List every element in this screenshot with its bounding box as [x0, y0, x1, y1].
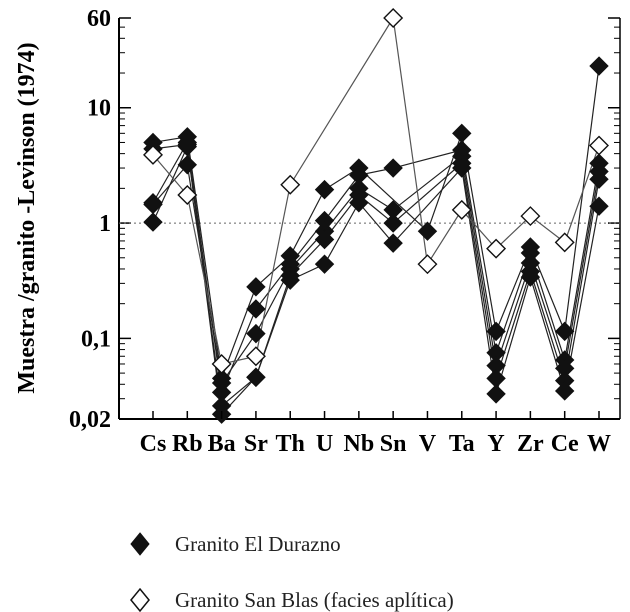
x-tick-label: Zr	[517, 431, 544, 457]
x-tick-label: W	[587, 431, 611, 457]
y-tick-label: 10	[87, 96, 111, 122]
y-tick-label: 0,1	[81, 326, 111, 352]
data-point-filled-diamond	[246, 323, 266, 344]
x-tick-label: V	[419, 431, 437, 457]
y-axis: 60 10 1 0,1 0,02	[69, 6, 620, 433]
data-point-open-diamond	[520, 206, 541, 227]
data-point-filled-diamond	[589, 196, 609, 216]
data-point-filled-diamond	[452, 158, 472, 178]
data-point-open-diamond	[383, 8, 404, 28]
legend-marker-filled-diamond	[130, 532, 150, 556]
data-point-filled-diamond	[589, 56, 609, 76]
data-point-filled-diamond	[349, 193, 369, 213]
data-point-filled-diamond	[554, 321, 575, 342]
data-point-open-diamond	[589, 135, 609, 156]
legend-marker-open-diamond	[130, 587, 150, 612]
series-layer	[143, 8, 609, 424]
data-point-open-diamond	[486, 238, 507, 259]
x-tick-label: Rb	[172, 431, 203, 457]
data-point-filled-diamond	[554, 381, 575, 401]
x-tick-label: Ce	[551, 431, 579, 457]
data-point-filled-diamond	[246, 277, 266, 297]
data-point-filled-diamond	[177, 134, 198, 155]
x-axis: Cs Rb Ba Sr Th U Nb Sn V Ta Y Zr Ce W	[140, 411, 611, 457]
x-tick-label: Nb	[344, 431, 375, 457]
legend-label-san-blas: Granito San Blas (facies aplítica)	[175, 588, 454, 612]
data-point-filled-diamond	[383, 213, 403, 233]
legend-item-durazno: Granito El Durazno	[130, 532, 341, 556]
data-point-filled-diamond	[246, 299, 266, 319]
data-point-filled-diamond	[417, 221, 438, 241]
data-point-filled-diamond	[383, 158, 403, 178]
data-point-filled-diamond	[211, 373, 232, 393]
data-point-open-diamond	[245, 346, 266, 367]
data-point-filled-diamond	[143, 194, 163, 215]
y-axis-label: Muestra /granito -Levinson (1974)	[14, 42, 40, 393]
data-point-filled-diamond	[314, 254, 335, 274]
y-tick-label: 1	[99, 211, 111, 237]
data-point-open-diamond	[211, 353, 232, 374]
x-tick-label: Ba	[208, 431, 236, 457]
y-tick-label: 60	[87, 6, 111, 32]
data-point-filled-diamond	[520, 267, 541, 287]
data-point-filled-diamond	[246, 367, 266, 387]
legend: Granito El Durazno Granito San Blas (fac…	[130, 532, 454, 612]
series-line	[152, 16, 600, 365]
data-point-filled-diamond	[143, 212, 163, 232]
data-point-open-diamond	[280, 174, 301, 195]
legend-label-durazno: Granito El Durazno	[175, 532, 341, 556]
x-tick-label: U	[316, 431, 333, 457]
data-point-open-diamond	[143, 144, 163, 165]
data-point-filled-diamond	[486, 321, 506, 342]
x-tick-label: Ta	[449, 431, 475, 457]
plot-frame	[118, 18, 621, 420]
data-point-filled-diamond	[177, 155, 198, 175]
data-point-open-diamond	[177, 185, 198, 206]
data-point-filled-diamond	[486, 384, 506, 404]
legend-item-san-blas: Granito San Blas (facies aplítica)	[130, 587, 454, 612]
x-tick-label: Th	[276, 431, 305, 457]
x-tick-label: Cs	[140, 431, 167, 457]
data-point-open-diamond	[451, 199, 472, 220]
data-point-filled-diamond	[280, 270, 300, 290]
data-point-filled-diamond	[314, 229, 335, 250]
data-point-filled-diamond	[383, 233, 403, 253]
x-tick-label: Sn	[380, 431, 407, 457]
data-point-open-diamond	[554, 232, 575, 253]
data-point-filled-diamond	[314, 179, 335, 200]
data-point-filled-diamond	[452, 123, 472, 144]
data-point-open-diamond	[417, 254, 438, 275]
x-tick-label: Sr	[244, 431, 268, 457]
y-tick-label: 0,02	[69, 407, 111, 433]
x-tick-label: Y	[487, 431, 504, 457]
data-point-filled-diamond	[589, 169, 609, 189]
